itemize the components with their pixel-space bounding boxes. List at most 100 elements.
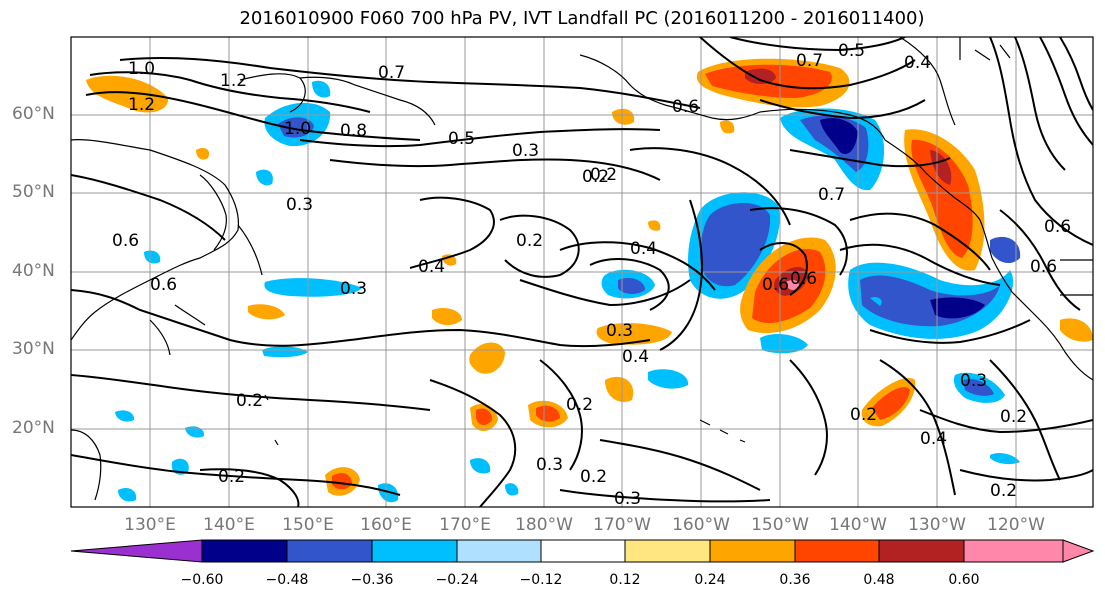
contour-label: 0.2 [516, 231, 543, 251]
lon-label-120w: 120°W [987, 515, 1045, 535]
contour-label: 0.4 [622, 347, 649, 367]
colorbar-cell [624, 539, 711, 563]
colorbar-tick-label: 0.48 [863, 572, 895, 588]
map-content: 1.0 1.2 1.2 0.7 1.0 0.8 0.5 0.3 0.2 0.3 … [71, 37, 1093, 509]
contour-label: 0.2 [218, 467, 245, 487]
pv-negative-region [820, 118, 858, 154]
pv-negative-region [618, 278, 645, 294]
colorbar-cell [1062, 539, 1095, 563]
contour-label: 0.2 [990, 481, 1017, 501]
contour-label: 0.7 [796, 51, 823, 71]
contour-label: 0.2 [582, 167, 609, 187]
lon-label-140w: 140°W [829, 515, 887, 535]
contour-label: 0.3 [960, 371, 987, 391]
contour-label: 0.4 [418, 257, 445, 277]
contour-label: 0.2 [850, 405, 877, 425]
contour-label: 0.7 [818, 185, 845, 205]
pv-positive-region [930, 150, 952, 185]
colorbar-cell [286, 539, 373, 563]
pv-positive-region [911, 139, 973, 258]
pv-positive-region [612, 108, 635, 125]
contour-label: 1.0 [128, 59, 155, 79]
contour-label: 0.2 [1000, 407, 1027, 427]
contour-label: 1.2 [128, 95, 155, 115]
pv-negative-region [700, 202, 771, 287]
contour-label: 1.0 [284, 119, 311, 139]
contour-label: 0.6 [762, 275, 789, 295]
contour-label: 0.3 [536, 455, 563, 475]
contour-label: 0.2 [590, 165, 617, 185]
contour-label: 0.6 [790, 269, 817, 289]
pv-negative-region [144, 250, 161, 264]
pv-positive-region [536, 405, 560, 422]
contour-label: 1.2 [220, 71, 247, 91]
contour-label: 0.4 [904, 53, 931, 73]
colorbar-tick-label: 0.24 [694, 572, 726, 588]
pv-positive-region [745, 68, 776, 84]
colorbar-cell [371, 539, 458, 563]
lat-label-30: 30°N [12, 339, 55, 359]
colorbar-cell [201, 539, 288, 563]
pv-positive-region [1060, 318, 1093, 342]
contour-label: 0.8 [340, 121, 367, 141]
pv-positive-region [248, 304, 285, 320]
contour-label: 0.6 [1030, 257, 1057, 277]
lon-label-160w: 160°W [672, 515, 730, 535]
pv-negative-region [115, 410, 135, 422]
contour-label: 0.6 [1044, 217, 1071, 237]
pv-positive-region [476, 408, 492, 426]
contour-label: 0.6 [150, 275, 177, 295]
contour-label: 0.5 [448, 129, 475, 149]
contour-label: 0.2 [580, 467, 607, 487]
pv-negative-region [118, 488, 137, 502]
pv-positive-region [605, 376, 634, 402]
pv-positive-region [870, 297, 882, 306]
contour-label: 0.4 [920, 429, 947, 449]
map-frame [70, 36, 1094, 508]
colorbar-cell [963, 539, 1064, 563]
colorbar-tick-label: 0.60 [948, 572, 980, 588]
lon-label-130e: 130°E [124, 515, 176, 535]
contour-label: 0.5 [838, 41, 865, 61]
contour-label: 0.2 [236, 391, 263, 411]
coastlines [71, 37, 1093, 501]
pv-positive-region [432, 308, 462, 326]
pv-positive-region [596, 323, 672, 345]
pv-negative-region [264, 278, 362, 297]
contour-labels: 1.0 1.2 1.2 0.7 1.0 0.8 0.5 0.3 0.2 0.3 … [112, 41, 1071, 509]
contour-label: 0.4 [630, 239, 657, 259]
lon-label-140e: 140°E [203, 515, 255, 535]
pv-negative-region [990, 236, 1021, 264]
colorbar-tick-label: −0.36 [350, 572, 394, 588]
colorbar-tick-label: 0.36 [779, 572, 811, 588]
colorbar-cell [70, 539, 203, 563]
contour-label: 0.3 [606, 321, 633, 341]
lon-label-170w: 170°W [593, 515, 651, 535]
colorbar [70, 539, 1095, 563]
pv-negative-region [256, 169, 273, 186]
pv-negative-region [278, 117, 314, 138]
pv-negative-region [470, 458, 491, 474]
contour-label: 0.3 [286, 195, 313, 215]
pv-positive-region [720, 120, 735, 134]
pv-negative-region [505, 483, 519, 496]
colorbar-cell [794, 539, 880, 563]
lat-label-20: 20°N [12, 418, 55, 438]
contour-label: 0.2 [566, 395, 593, 415]
pv-negative-region [648, 369, 689, 389]
lon-label-170e: 170°E [439, 515, 491, 535]
lat-label-60: 60°N [12, 104, 55, 124]
lon-label-160e: 160°E [360, 515, 412, 535]
map-title: 2016010900 F060 700 hPa PV, IVT Landfall… [239, 8, 925, 29]
colorbar-cell [540, 539, 626, 563]
lat-label-50: 50°N [12, 182, 55, 202]
colorbar-cell [456, 539, 542, 563]
contour-label: 0.7 [378, 63, 405, 83]
pv-positive-region [332, 473, 352, 490]
colorbar-tick-label: −0.12 [519, 572, 563, 588]
contour-label: 0.3 [340, 279, 367, 299]
lon-label-150w: 150°W [751, 515, 809, 535]
pv-negative-region [930, 297, 985, 319]
contour-label: 0.3 [614, 489, 641, 509]
